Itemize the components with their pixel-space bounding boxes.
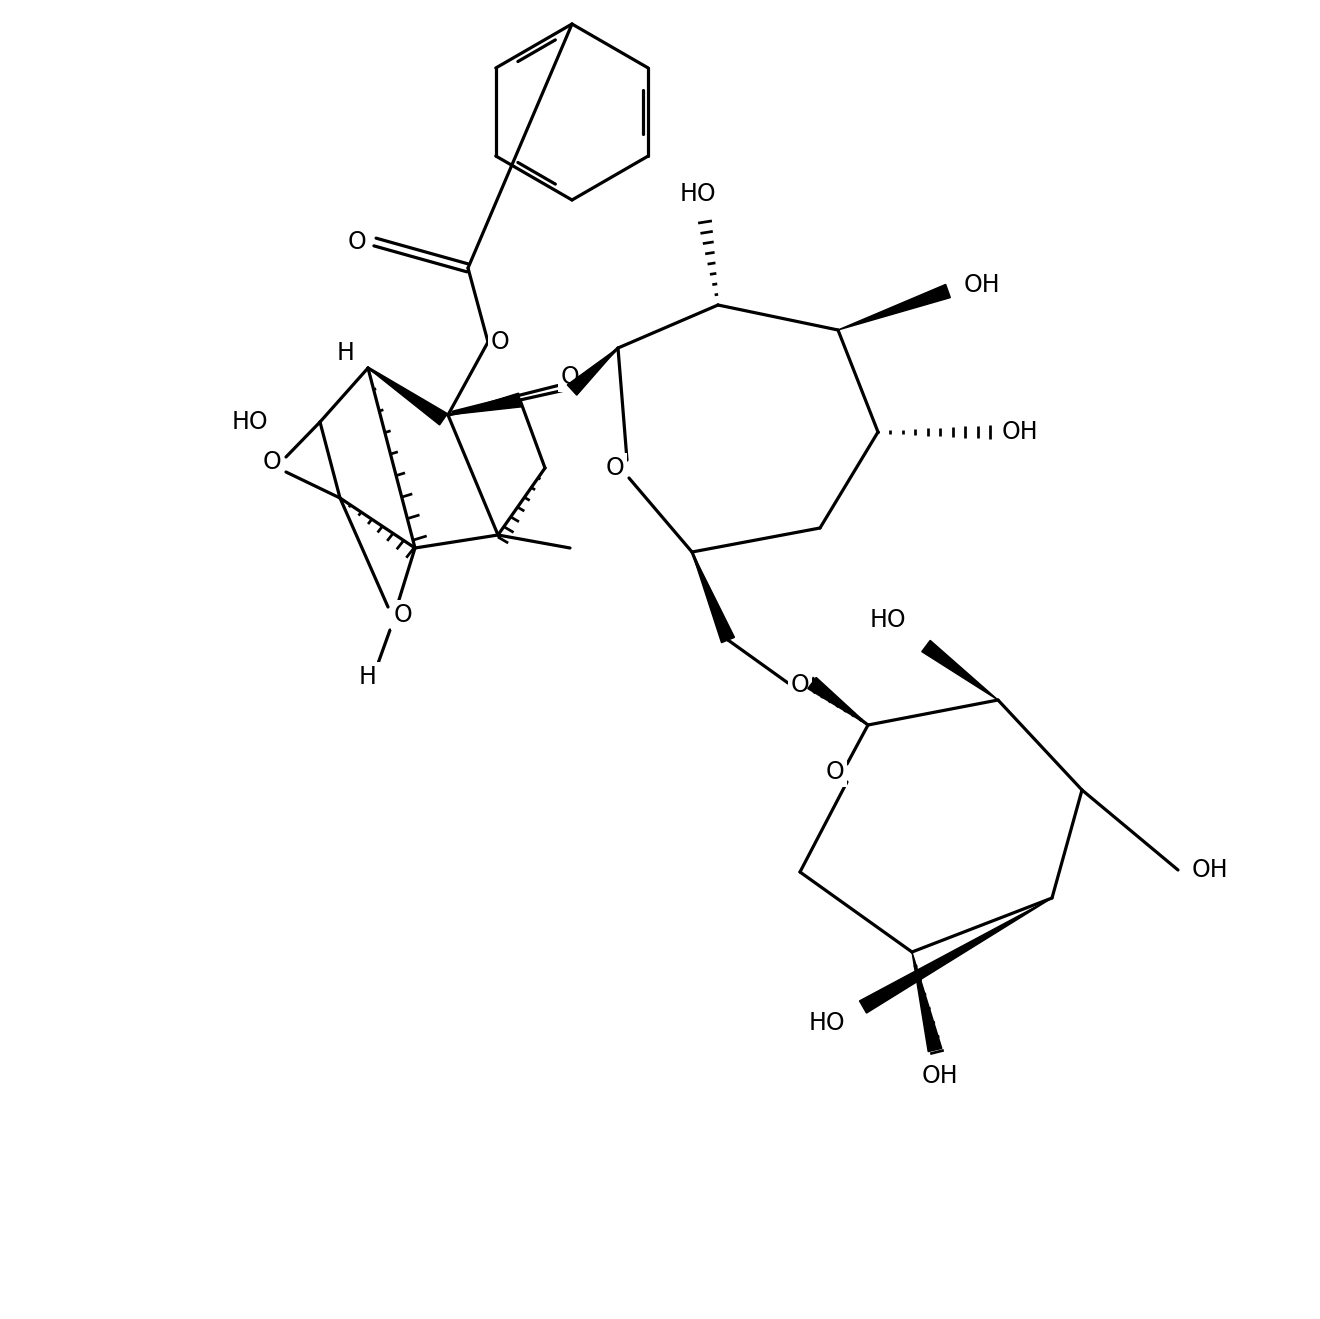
Polygon shape [368, 368, 446, 425]
Text: O: O [791, 673, 809, 696]
Polygon shape [912, 952, 941, 1051]
Text: OH: OH [1002, 419, 1039, 445]
Text: O: O [263, 450, 281, 474]
Polygon shape [859, 898, 1052, 1013]
Polygon shape [447, 393, 521, 415]
Polygon shape [838, 285, 950, 330]
Text: OH: OH [921, 1064, 958, 1088]
Text: O: O [606, 456, 624, 480]
Text: OH: OH [964, 273, 1001, 297]
Text: OH: OH [1192, 857, 1229, 882]
Text: O: O [491, 330, 510, 353]
Text: HO: HO [809, 1010, 845, 1035]
Text: HO: HO [870, 608, 907, 632]
Text: O: O [347, 230, 367, 255]
Polygon shape [568, 348, 618, 396]
Polygon shape [921, 641, 998, 700]
Text: H: H [359, 665, 378, 689]
Polygon shape [808, 678, 869, 725]
Text: H: H [337, 342, 355, 365]
Text: HO: HO [231, 410, 268, 434]
Text: O: O [825, 760, 845, 783]
Text: HO: HO [680, 182, 717, 206]
Polygon shape [692, 551, 734, 642]
Text: O: O [393, 603, 412, 627]
Text: O: O [561, 365, 579, 389]
